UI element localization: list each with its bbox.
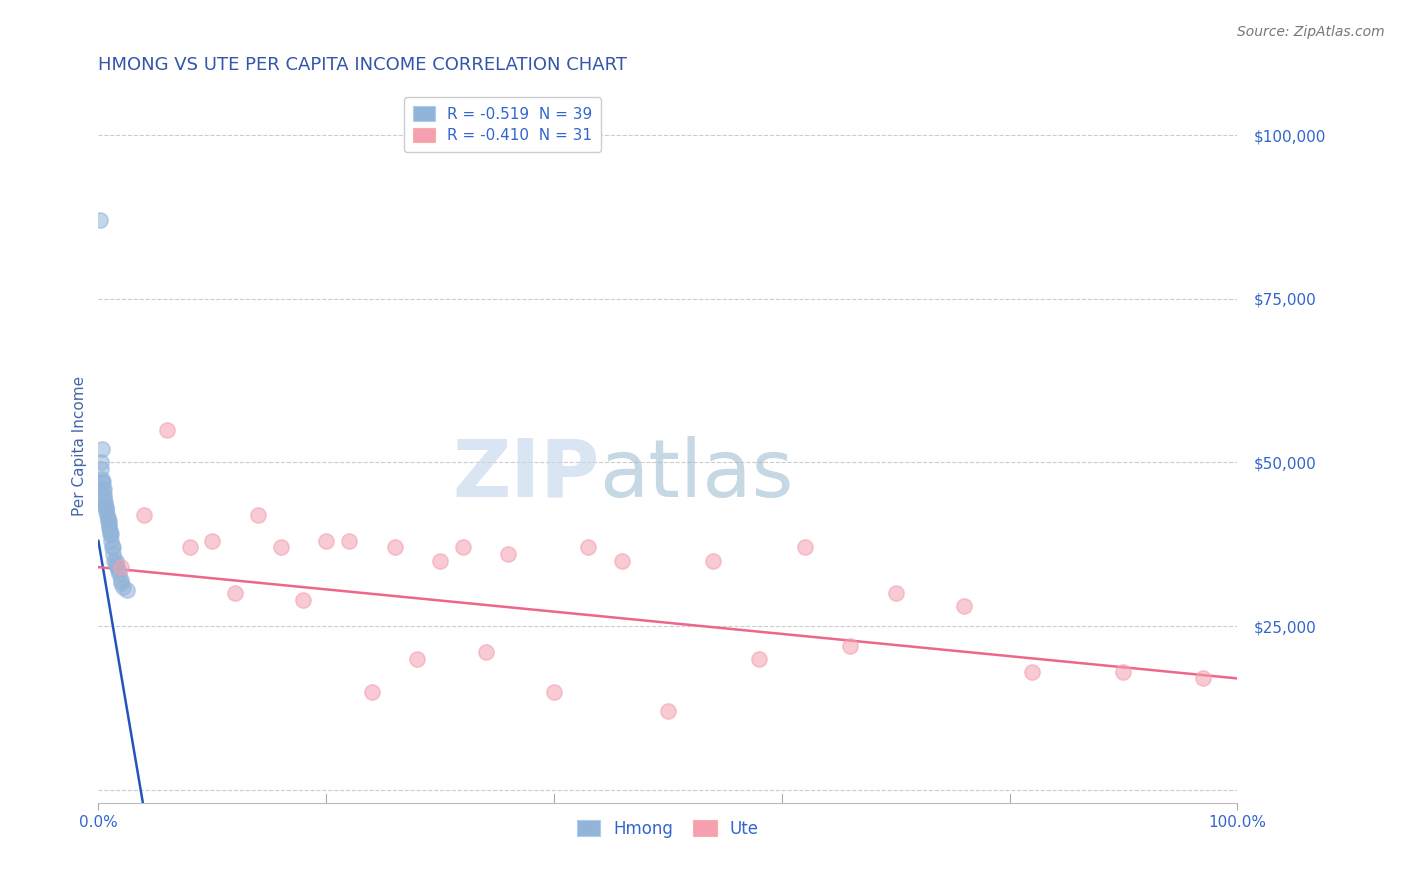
Point xyxy=(100,527,122,541)
Point xyxy=(451,541,474,555)
Point xyxy=(91,475,114,489)
Point xyxy=(112,580,135,594)
Point xyxy=(93,488,115,502)
Point xyxy=(292,592,315,607)
Point xyxy=(97,514,120,528)
Point xyxy=(91,475,114,489)
Point xyxy=(96,504,118,518)
Point xyxy=(793,541,815,555)
Point xyxy=(1112,665,1135,679)
Point xyxy=(90,442,112,457)
Point xyxy=(384,541,406,555)
Point xyxy=(702,553,724,567)
Point xyxy=(543,684,565,698)
Legend: Hmong, Ute: Hmong, Ute xyxy=(569,814,766,845)
Point xyxy=(156,423,179,437)
Point xyxy=(93,491,115,506)
Point xyxy=(179,541,201,555)
Point xyxy=(100,527,122,541)
Point xyxy=(108,566,131,581)
Point xyxy=(96,511,118,525)
Point xyxy=(103,553,125,567)
Point xyxy=(132,508,155,522)
Point xyxy=(748,652,770,666)
Point xyxy=(105,560,128,574)
Point xyxy=(360,684,382,698)
Text: ZIP: ZIP xyxy=(453,435,599,514)
Point xyxy=(90,462,112,476)
Text: atlas: atlas xyxy=(599,435,794,514)
Point xyxy=(1192,672,1215,686)
Point xyxy=(91,482,114,496)
Point xyxy=(315,533,337,548)
Point xyxy=(110,560,132,574)
Point xyxy=(110,576,132,591)
Point xyxy=(337,533,360,548)
Point xyxy=(953,599,976,614)
Point xyxy=(98,521,121,535)
Point xyxy=(115,582,138,597)
Point xyxy=(406,652,429,666)
Point xyxy=(884,586,907,600)
Point xyxy=(110,573,132,587)
Y-axis label: Per Capita Income: Per Capita Income xyxy=(72,376,87,516)
Point xyxy=(498,547,520,561)
Point xyxy=(104,553,127,567)
Point xyxy=(429,553,451,567)
Text: HMONG VS UTE PER CAPITA INCOME CORRELATION CHART: HMONG VS UTE PER CAPITA INCOME CORRELATI… xyxy=(98,56,627,74)
Point xyxy=(97,514,120,528)
Point xyxy=(98,524,121,538)
Point xyxy=(94,498,117,512)
Point xyxy=(90,455,112,469)
Point xyxy=(1021,665,1043,679)
Point xyxy=(246,508,269,522)
Point xyxy=(103,547,125,561)
Point xyxy=(96,501,118,516)
Point xyxy=(612,553,634,567)
Point xyxy=(100,533,122,548)
Point xyxy=(657,704,679,718)
Point xyxy=(94,501,117,516)
Text: Source: ZipAtlas.com: Source: ZipAtlas.com xyxy=(1237,25,1385,39)
Point xyxy=(270,541,292,555)
Point xyxy=(103,541,125,555)
Point xyxy=(107,563,129,577)
Point xyxy=(839,639,862,653)
Point xyxy=(93,482,115,496)
Point xyxy=(224,586,246,600)
Point xyxy=(96,508,118,522)
Point xyxy=(97,517,120,532)
Point xyxy=(101,541,124,555)
Point xyxy=(93,494,115,508)
Point xyxy=(90,472,112,486)
Point xyxy=(201,533,224,548)
Point xyxy=(89,213,111,227)
Point xyxy=(104,557,127,571)
Point xyxy=(474,645,496,659)
Point xyxy=(576,541,599,555)
